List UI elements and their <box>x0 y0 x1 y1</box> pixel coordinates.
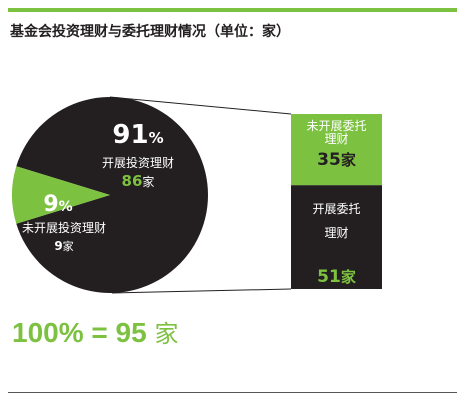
bar-segment-1-label-line-0: 开展委托 <box>312 202 360 216</box>
pie-label-invested-count: 86家 <box>122 172 155 190</box>
bar-segment-0-value: 35家 <box>317 150 356 170</box>
total-value: 100% = 95 <box>12 317 147 348</box>
bar-segment-1 <box>291 185 382 289</box>
pie-slice-not-invested <box>11 166 111 224</box>
total-unit: 家 <box>154 321 179 348</box>
bar-segment-0-label-line-0: 未开展委托 <box>306 119 366 133</box>
bar-segment-1-value: 51家 <box>317 267 356 287</box>
pie-label-not-invested-name: 未开展投资理财 <box>22 220 106 235</box>
pie-label-not-invested-count: 9家 <box>54 239 73 253</box>
bottom-rule <box>8 392 457 393</box>
connector-line-bottom <box>111 288 292 294</box>
bar-segment-0 <box>291 114 382 186</box>
chart-title: 基金会投资理财与委托理财情况（单位：家） <box>10 24 290 40</box>
pie-label-invested-percent: 91% <box>112 120 163 150</box>
total-count: 100% = 95 家 <box>12 314 178 349</box>
pie-label-not-invested-percent: 9% <box>43 192 72 217</box>
bar-segment-0-label-line-1: 理财 <box>324 132 348 146</box>
bar-segment-1-label-line-1: 理财 <box>324 226 348 240</box>
connector-line-top <box>109 96 292 115</box>
pie-slice-invested <box>16 97 208 293</box>
pie-label-invested-name: 开展投资理财 <box>102 155 174 170</box>
top-accent-rule <box>8 8 457 12</box>
